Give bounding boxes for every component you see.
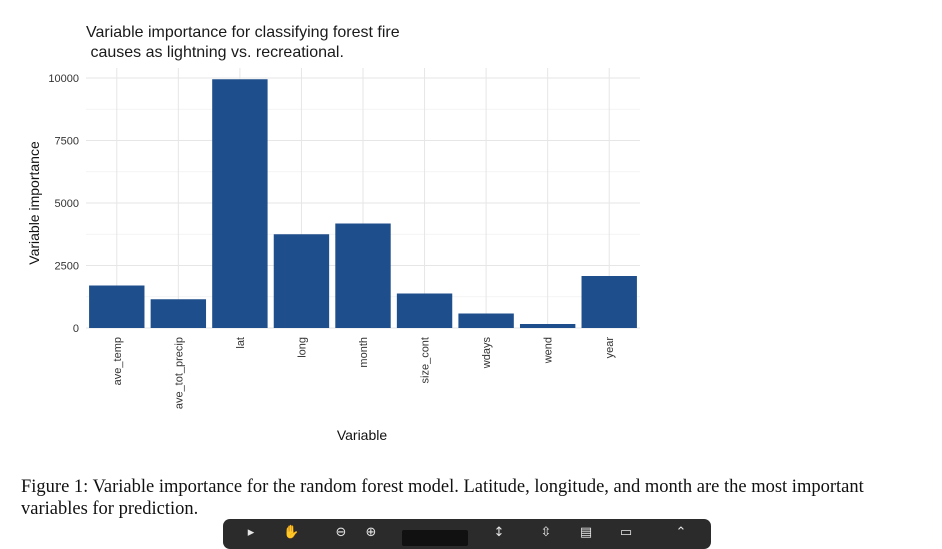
fit-width-icon[interactable]: ↕ — [493, 525, 505, 540]
y-axis-title: Variable importance — [26, 141, 42, 265]
y-tick-label: 2500 — [55, 261, 79, 273]
save-icon[interactable]: ▤ — [579, 525, 593, 540]
figure-caption: Figure 1: Variable importance for the ra… — [21, 477, 864, 519]
page-field[interactable] — [402, 530, 468, 546]
x-tick-label: ave_temp — [112, 337, 124, 385]
expand-icon[interactable]: ⌃ — [675, 525, 687, 540]
chart-title-line-2: causes as lightning vs. recreational. — [86, 44, 344, 61]
bar-ave_temp — [89, 285, 145, 328]
bar-lat — [212, 79, 268, 328]
x-tick-label: wend — [543, 337, 555, 364]
zoom-out-icon[interactable]: ⊖ — [335, 525, 347, 540]
cursor-icon[interactable]: ▸ — [247, 525, 255, 540]
bar-ave_tot_precip — [150, 299, 207, 328]
bar-wend — [519, 324, 576, 328]
hand-icon[interactable]: ✋ — [283, 525, 300, 540]
x-tick-label: year — [604, 337, 616, 359]
chart-title-line-1: Variable importance for classifying fore… — [86, 24, 400, 41]
x-tick-label: lat — [235, 337, 247, 349]
print-icon[interactable]: ▭ — [619, 525, 633, 540]
pdf-toolbar: ▸ ✋ ⊖ ⊕ ↕ ⇳ ▤ ▭ ⌃ — [223, 519, 711, 549]
bar-size_cont — [396, 293, 453, 328]
bars — [89, 79, 637, 328]
y-axis-ticks: 0 2500 5000 7500 10000 — [48, 73, 79, 335]
zoom-in-icon[interactable]: ⊕ — [365, 525, 377, 540]
bar-month — [335, 223, 391, 328]
x-tick-label: month — [358, 337, 370, 368]
bar-long — [273, 234, 330, 328]
fit-page-icon[interactable]: ⇳ — [540, 525, 552, 540]
x-tick-label: ave_tot_precip — [173, 337, 185, 409]
y-tick-label: 0 — [73, 323, 79, 335]
x-tick-label: size_cont — [420, 337, 432, 383]
chart-title: Variable importance for classifying fore… — [86, 24, 400, 61]
x-axis-title: Variable — [337, 427, 388, 443]
bar-year — [581, 276, 637, 328]
y-tick-label: 10000 — [48, 73, 79, 85]
x-axis-ticks: ave_temp ave_tot_precip lat long month size_c… — [112, 337, 616, 410]
chart: Variable importance for classifying fore… — [26, 24, 640, 443]
x-tick-label: long — [296, 337, 308, 358]
x-tick-label: wdays — [481, 337, 493, 370]
y-tick-label: 5000 — [55, 198, 79, 210]
y-tick-label: 7500 — [55, 136, 79, 148]
bar-wdays — [458, 313, 514, 328]
